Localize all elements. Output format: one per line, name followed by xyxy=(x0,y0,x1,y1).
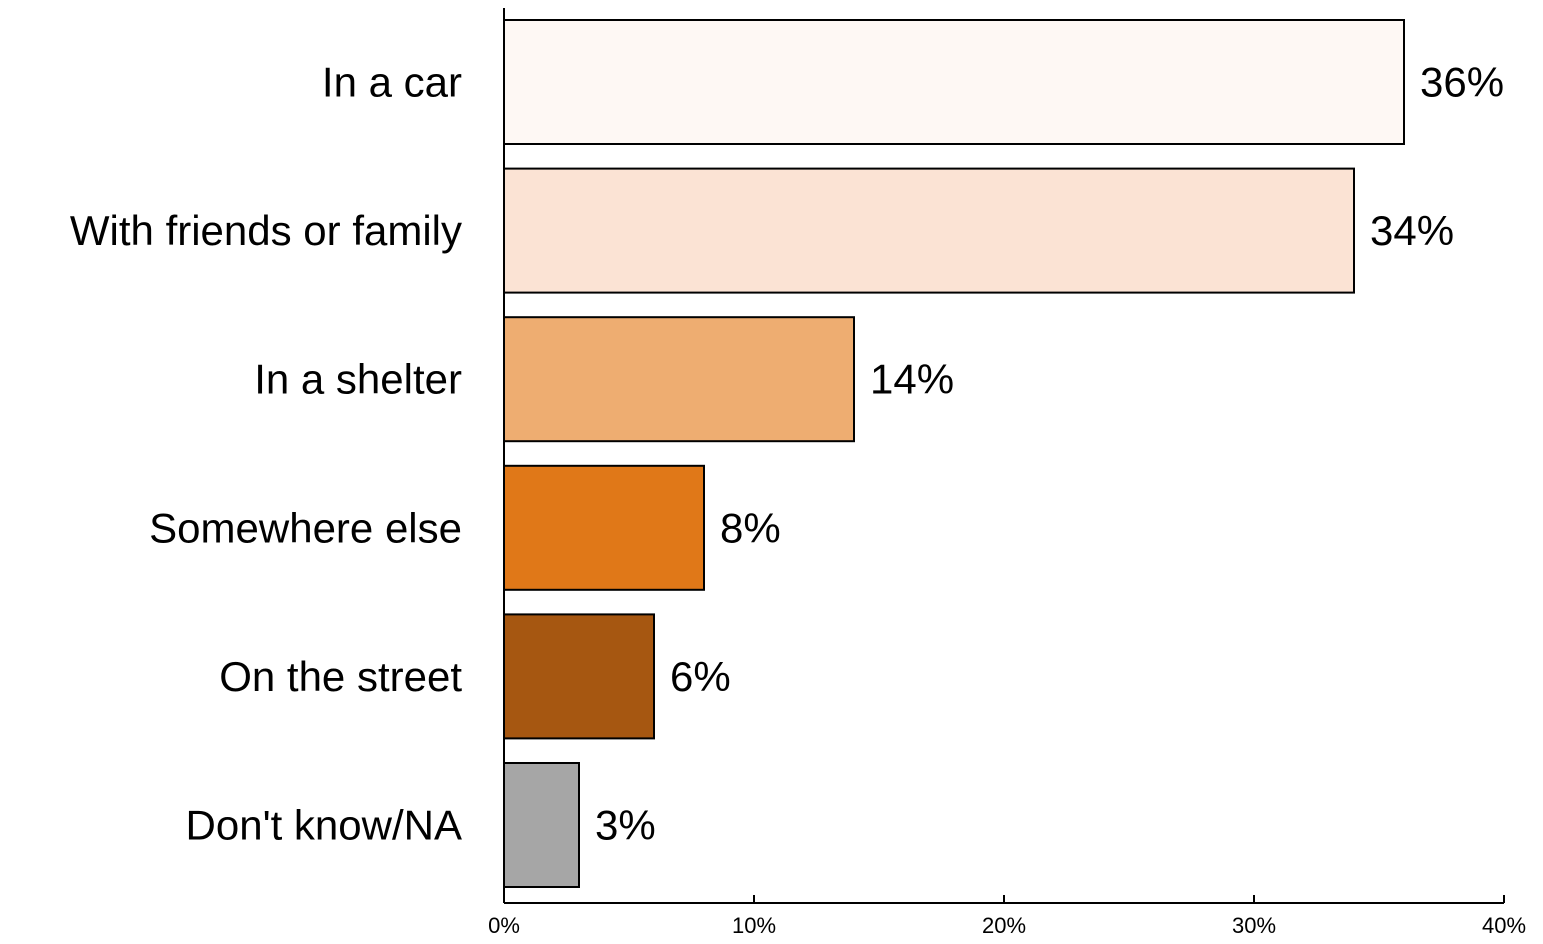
x-tick-label-10: 10% xyxy=(732,913,776,938)
bars-layer xyxy=(503,19,1405,888)
category-label-on-the-street: On the street xyxy=(219,653,462,700)
value-label-somewhere-else: 8% xyxy=(720,504,781,551)
value-label-with-friends-or-family: 34% xyxy=(1370,207,1454,254)
bar-on-the-street xyxy=(503,613,655,740)
bar-don-t-know-na xyxy=(503,762,580,888)
value-label-don-t-know-na: 3% xyxy=(595,802,656,849)
category-label-with-friends-or-family: With friends or family xyxy=(70,207,462,254)
x-tick-label-20: 20% xyxy=(982,913,1026,938)
x-tick-label-0: 0% xyxy=(488,913,520,938)
bar-with-friends-or-family xyxy=(503,167,1355,294)
x-ticks-layer: 0% 10% 20% 30% 40% xyxy=(488,895,1526,938)
value-label-on-the-street: 6% xyxy=(670,653,731,700)
bar-somewhere-else xyxy=(503,464,705,591)
category-label-in-a-shelter: In a shelter xyxy=(254,356,462,403)
x-tick-label-40: 40% xyxy=(1482,913,1526,938)
value-label-in-a-car: 36% xyxy=(1420,59,1504,106)
category-label-somewhere-else: Somewhere else xyxy=(149,504,462,551)
labels-layer: In a car 36% With friends or family 34% In a… xyxy=(70,59,1504,849)
category-label-in-a-car: In a car xyxy=(322,59,462,106)
value-label-in-a-shelter: 14% xyxy=(870,356,954,403)
x-tick-label-30: 30% xyxy=(1232,913,1276,938)
bar-in-a-shelter xyxy=(503,316,855,443)
category-label-don-t-know-na: Don't know/NA xyxy=(186,802,462,849)
bar-in-a-car xyxy=(503,19,1405,145)
